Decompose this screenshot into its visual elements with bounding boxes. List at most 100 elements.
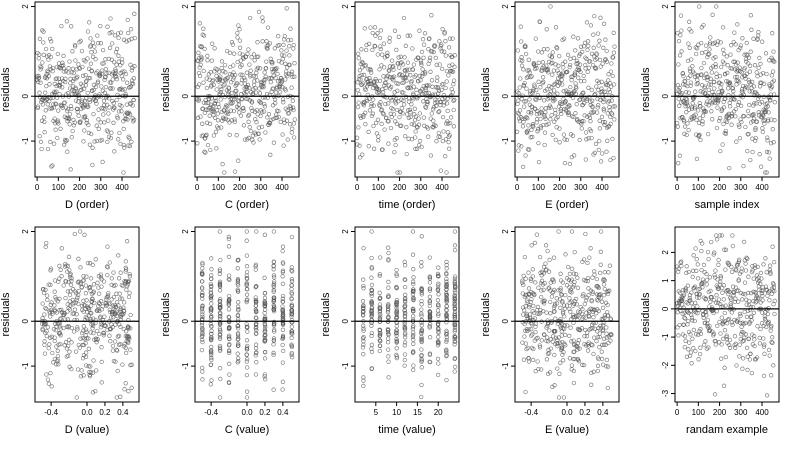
data-point xyxy=(272,305,277,310)
data-point xyxy=(249,100,255,105)
data-point xyxy=(66,254,72,259)
data-point xyxy=(436,281,441,286)
data-point xyxy=(125,117,130,122)
data-point xyxy=(108,327,113,332)
data-point xyxy=(81,105,86,110)
data-point xyxy=(70,66,76,71)
data-point xyxy=(546,269,552,274)
data-point xyxy=(603,37,608,42)
data-point xyxy=(575,275,580,280)
data-point xyxy=(602,122,607,128)
data-point xyxy=(111,120,116,125)
data-point xyxy=(747,63,753,68)
data-point xyxy=(608,84,614,89)
data-point xyxy=(589,299,594,304)
data-point xyxy=(567,356,573,361)
data-point xyxy=(90,145,95,150)
data-point xyxy=(91,111,96,117)
data-point xyxy=(705,249,711,255)
data-point xyxy=(586,286,591,291)
data-point xyxy=(277,43,282,48)
data-point xyxy=(387,39,392,44)
data-point xyxy=(65,149,70,154)
data-point xyxy=(529,297,534,302)
data-point xyxy=(378,314,383,319)
data-point xyxy=(125,111,131,116)
data-point xyxy=(529,111,534,116)
data-point xyxy=(604,325,609,330)
data-point xyxy=(600,342,605,347)
data-point xyxy=(428,69,433,74)
y-axis-label: residuals xyxy=(480,67,492,112)
data-point xyxy=(108,135,114,141)
data-point xyxy=(402,343,407,348)
data-point xyxy=(50,350,55,356)
data-point xyxy=(530,274,535,279)
data-point xyxy=(591,335,597,340)
data-point xyxy=(80,83,85,88)
data-point xyxy=(42,312,47,317)
data-point xyxy=(402,313,408,318)
data-point xyxy=(261,85,266,90)
data-point xyxy=(105,139,110,145)
data-point xyxy=(404,125,409,130)
data-point xyxy=(63,69,69,74)
data-point xyxy=(70,49,75,54)
data-point xyxy=(263,74,268,79)
data-point xyxy=(262,70,267,75)
data-point xyxy=(590,98,595,103)
data-point xyxy=(540,75,546,80)
data-point xyxy=(447,133,452,138)
data-point xyxy=(394,328,400,333)
data-point xyxy=(562,160,568,166)
data-point xyxy=(373,33,378,38)
data-point xyxy=(606,124,611,129)
data-point xyxy=(252,58,257,63)
data-point xyxy=(116,253,121,258)
data-point xyxy=(248,128,254,134)
data-point xyxy=(743,268,749,273)
data-point xyxy=(369,305,375,310)
data-point xyxy=(592,272,597,277)
data-point xyxy=(680,302,685,307)
data-point xyxy=(236,326,241,331)
data-point xyxy=(396,73,402,78)
data-point xyxy=(536,366,541,372)
data-point xyxy=(201,68,206,74)
data-point xyxy=(369,323,374,328)
data-point xyxy=(209,83,214,88)
data-point xyxy=(713,342,718,347)
data-point xyxy=(69,106,74,112)
data-point xyxy=(83,291,89,296)
data-point xyxy=(763,51,769,56)
data-point xyxy=(208,382,213,387)
data-point xyxy=(226,298,232,303)
data-point xyxy=(436,302,441,308)
data-point xyxy=(109,57,114,62)
data-point xyxy=(695,77,700,83)
data-point xyxy=(409,121,414,127)
data-point xyxy=(63,139,68,144)
data-point xyxy=(209,324,214,329)
data-point xyxy=(360,60,365,66)
data-point xyxy=(76,288,81,294)
data-point xyxy=(116,109,122,114)
data-point xyxy=(402,327,408,332)
data-point xyxy=(700,113,706,118)
data-point xyxy=(58,341,63,347)
data-point xyxy=(42,342,47,348)
data-point xyxy=(602,315,607,320)
data-point xyxy=(110,348,116,353)
data-point xyxy=(106,111,111,116)
data-point xyxy=(103,84,109,90)
data-point xyxy=(95,280,100,285)
data-point xyxy=(591,32,596,37)
data-point xyxy=(703,109,708,114)
data-point xyxy=(761,81,767,86)
data-point xyxy=(230,100,235,105)
data-point xyxy=(130,81,136,87)
data-point xyxy=(715,105,720,110)
data-point xyxy=(723,131,729,136)
